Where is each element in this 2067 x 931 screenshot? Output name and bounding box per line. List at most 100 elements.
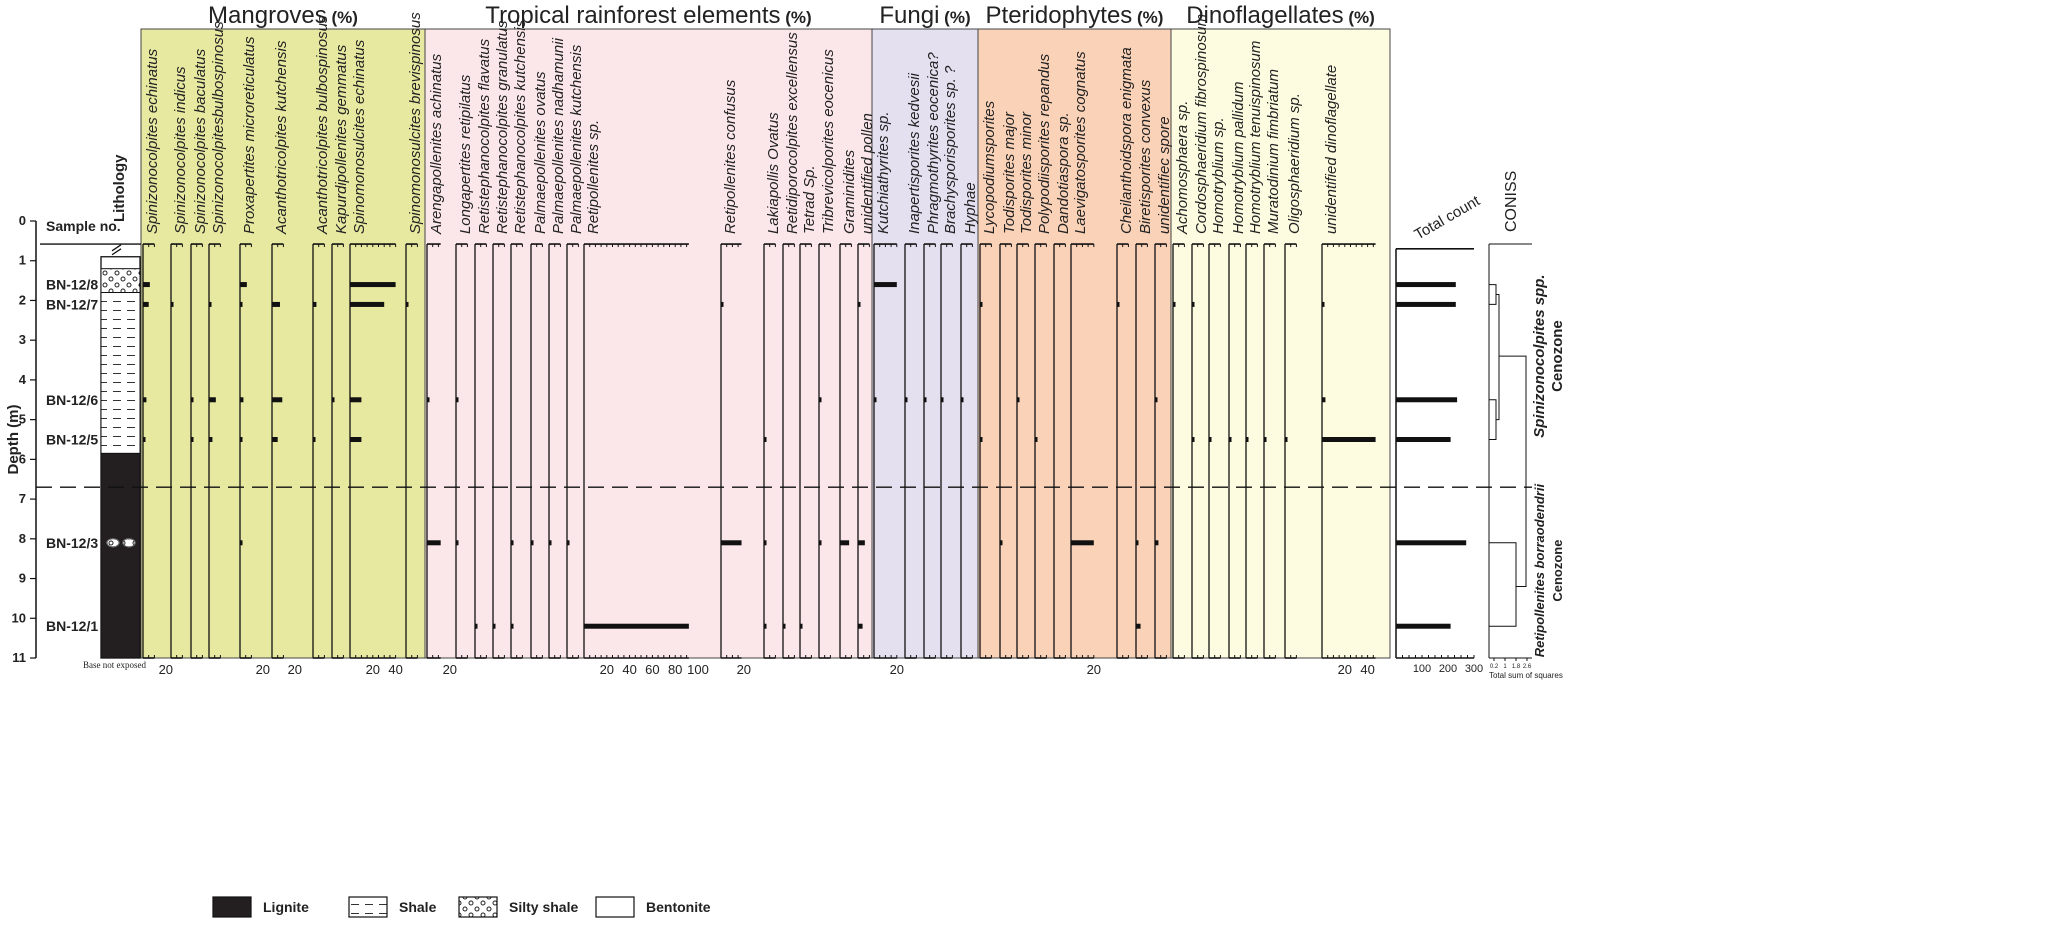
bar-3-2-2	[1017, 397, 1020, 403]
zone-suffix-2: Cenozone	[1550, 540, 1565, 602]
sample-label: BN-12/1	[46, 618, 98, 634]
bar-0-8-2	[350, 397, 362, 403]
legend-label-lignite: Lignite	[263, 899, 309, 915]
bar-1-5-4	[531, 540, 534, 546]
bar-3-5-4	[1071, 540, 1094, 546]
bar-1-4-4	[511, 540, 514, 546]
coniss-branch	[1499, 355, 1527, 587]
sample-label: BN-12/6	[46, 392, 98, 408]
lithology-lens-outline	[122, 538, 136, 548]
bar-0-4-4	[240, 540, 243, 546]
percent-tick-label: 20	[443, 662, 457, 677]
bar-1-1-4	[456, 540, 459, 546]
group-panel-3	[977, 28, 1172, 659]
legend-label-silty: Silty shale	[509, 899, 578, 915]
percent-tick-label: 20	[1338, 662, 1352, 677]
taxon-name: Retistephanocolpites kutchensis	[512, 19, 529, 234]
sample-label: BN-12/8	[46, 277, 98, 293]
bar-1-10-4	[764, 540, 767, 546]
depth-tick-label: 9	[19, 571, 26, 586]
bar-2-0-0	[874, 282, 897, 288]
legend-label-shale: Shale	[399, 899, 437, 915]
coniss-axis-label: Total sum of squares	[1489, 671, 1563, 680]
zone-suffix-1: Cenozone	[1549, 320, 1566, 392]
bar-0-6-3	[313, 437, 316, 442]
taxon-name: Retistephanocolpites flavatus	[476, 38, 493, 234]
coniss-branch	[1489, 542, 1517, 627]
total-count-bar	[1396, 397, 1458, 403]
total-count-header: Total count	[1412, 192, 1484, 243]
bar-0-2-3	[191, 437, 194, 442]
taxon-name: Oligosphaeridium sp.	[1286, 93, 1303, 234]
taxon-name: Retidiporocolpites excellensus	[784, 32, 801, 234]
taxon-name: Achomosphaera sp.	[1174, 101, 1191, 235]
group-title-1: Tropical rainforest elements (%)	[485, 2, 811, 29]
coniss-tick-label: 1	[1503, 664, 1507, 670]
depth-tick-label: 5	[19, 412, 26, 427]
bar-0-6-1	[313, 301, 317, 307]
taxon-name: Lakiapollis Ovatus	[765, 112, 782, 234]
taxon-name: unidentified pollen	[859, 113, 876, 234]
bar-0-3-3	[209, 437, 213, 442]
lithology-unit-lignite	[100, 452, 141, 659]
sample-label: BN-12/3	[46, 535, 98, 551]
sample-label: BN-12/5	[46, 432, 98, 448]
legend-swatch-silty	[458, 896, 498, 918]
depth-tick-label: 3	[19, 332, 26, 347]
bar-4-6-3	[1285, 437, 1288, 442]
group-panel-4	[1170, 28, 1391, 659]
bar-2-4-2	[961, 397, 964, 403]
group-name: Tropical rainforest elements	[485, 2, 780, 29]
total-count-bar	[1396, 282, 1456, 288]
depth-tick-label: 2	[19, 292, 26, 307]
bar-0-0-1	[143, 301, 149, 307]
bar-0-7-2	[332, 397, 335, 403]
bar-1-13-4	[819, 540, 822, 546]
bar-1-4-5	[511, 623, 514, 629]
sample-no-header: Sample no.	[46, 218, 121, 234]
total-count-tick-label: 200	[1439, 663, 1457, 675]
group-title-4: Dinoflagellates (%)	[1186, 2, 1375, 29]
percent-tick-label: 60	[645, 662, 659, 677]
coniss-branch	[1489, 399, 1497, 440]
percent-tick-label: 100	[687, 662, 709, 677]
bar-1-1-2	[456, 397, 459, 403]
total-count-tick-label: 100	[1413, 663, 1431, 675]
coniss-header: CONISS	[1503, 171, 1520, 232]
coniss-tick-label: 0.2	[1490, 664, 1499, 670]
taxon-name: Tetrad Sp.	[801, 165, 818, 234]
taxon-name: Dandotiaspora sp.	[1055, 112, 1072, 234]
percent-tick-label: 20	[256, 662, 270, 677]
taxon-name: Biretisporites convexus	[1137, 79, 1154, 234]
bar-2-1-2	[905, 397, 908, 403]
bar-1-14-4	[840, 540, 850, 546]
sample-label: BN-12/7	[46, 296, 98, 312]
taxon-name: Palmaepollenites kutchensis	[568, 44, 585, 234]
group-pct: (%)	[781, 8, 812, 27]
bar-1-10-3	[764, 437, 767, 442]
group-panel-1	[424, 28, 873, 659]
bar-3-0-3	[980, 437, 983, 442]
depth-tick-label: 1	[19, 253, 26, 268]
bar-1-10-5	[764, 623, 767, 629]
group-title-3: Pteridophytes (%)	[986, 2, 1164, 29]
bar-4-3-3	[1229, 437, 1232, 442]
percent-tick-label: 20	[159, 662, 173, 677]
depth-tick-label: 0	[19, 213, 26, 228]
depth-tick-label: 6	[19, 451, 26, 466]
taxon-name: Spinizonocolpites echinatus	[144, 48, 161, 234]
percent-tick-label: 20	[288, 662, 302, 677]
total-count-bar	[1396, 623, 1451, 629]
percent-tick-label: 40	[622, 662, 636, 677]
percent-tick-label: 40	[1360, 662, 1374, 677]
taxon-name: Palmaepollenites nadhamunii	[550, 37, 567, 234]
depth-tick-label: 10	[12, 610, 26, 625]
taxon-name: Graminidites	[841, 149, 858, 234]
bar-0-5-3	[272, 437, 278, 442]
taxon-name: Kutchiathyrites sp.	[875, 111, 892, 234]
bar-3-8-2	[1155, 397, 1158, 403]
bar-0-1-1	[171, 301, 174, 307]
bar-0-4-2	[240, 397, 244, 403]
total-count-bar	[1396, 437, 1451, 442]
